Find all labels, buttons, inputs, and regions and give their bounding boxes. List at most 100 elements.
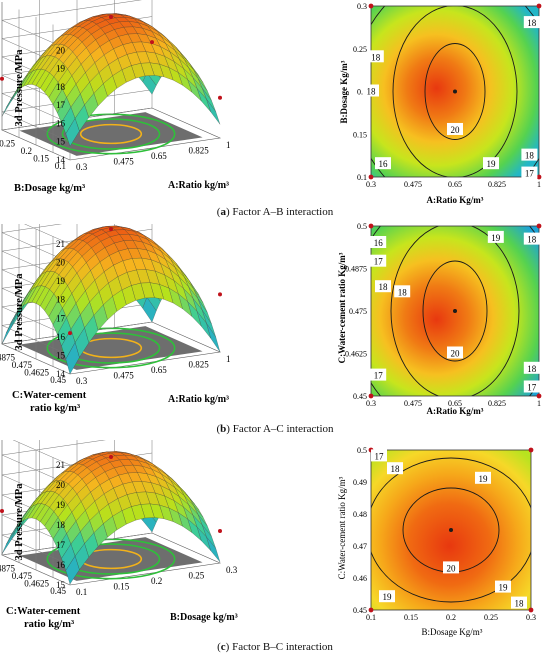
chart-ac-surface: 14151617181920210.30.4750.650.82510.50.4… [0, 224, 231, 414]
x-tick-label: 0.65 [151, 151, 167, 161]
design-point [0, 509, 4, 513]
z-tick-label: 18 [56, 295, 66, 305]
x-tick-label: 0.3 [226, 565, 238, 575]
floor-contour-fill [19, 326, 203, 370]
contour-label-bg [523, 16, 540, 29]
x-axis-label: B:Dosage Kg/m³ [422, 627, 483, 637]
z-tick-label: 19 [56, 276, 66, 286]
y-tick-label: 0.49 [353, 478, 367, 487]
y-tick-label: 0.25 [353, 45, 367, 54]
y-axis-label-line1: C:Water-cement [6, 606, 81, 617]
x-axis-label: B:Dosage kg/m³ [170, 612, 238, 623]
contour-label: 18 [515, 599, 525, 609]
contour-label: 17 [527, 383, 537, 393]
x-tick-label: 0.475 [114, 371, 135, 381]
y-axis-label-line2: ratio kg/m³ [30, 403, 80, 414]
y-tick-label: 0.45 [353, 392, 367, 401]
z-tick-label: 18 [56, 82, 66, 92]
wall-gridline [1, 224, 63, 233]
floor-contour-ring [61, 118, 161, 150]
contour-label: 19 [487, 159, 497, 169]
design-point [368, 3, 374, 9]
design-point [536, 223, 542, 229]
contour-label: 17 [374, 257, 384, 267]
center-point [449, 528, 453, 532]
contour-label-bg [523, 380, 540, 393]
z-tick-label: 19 [56, 64, 66, 74]
y-axis-label: C:Water-cement ratio Kg/m³ [337, 476, 347, 579]
y-tick-label: 0.45 [50, 586, 66, 596]
y-tick-label: 0.15 [33, 154, 49, 164]
design-point [109, 455, 113, 459]
y-tick-label: 0.4875 [0, 564, 16, 574]
floor-contour-ring [46, 113, 176, 155]
x-tick-label: 0.825 [189, 146, 210, 156]
contour-label-bg [523, 232, 540, 245]
design-point [368, 607, 374, 613]
z-tick-label: 17 [56, 100, 66, 110]
plot-frame [370, 225, 540, 397]
x-tick-label: 0.825 [189, 360, 210, 370]
contour-label-bg [521, 166, 538, 179]
contour-label: 17 [525, 169, 535, 179]
chart-bc-surface: 151617181920210.10.150.20.250.30.50.4875… [0, 440, 238, 630]
contour-label: 19 [383, 592, 393, 602]
contour-label-bg [394, 285, 411, 298]
design-point [368, 223, 374, 229]
x-tick-label: 0.65 [448, 399, 462, 408]
contour-label: 20 [447, 563, 457, 573]
floor-contour-ring [79, 123, 143, 145]
y-tick-label: 0.47 [353, 542, 367, 551]
chart-bc-contour: 0.1 0.15 0.2 0.25 0.3 0.45 0.46 0.47 0.48 0.49 0.5… [337, 446, 536, 637]
y-tick-label: 0.45 [353, 606, 367, 615]
z-axis-label: 3d Pressure/MPa [14, 273, 25, 351]
design-point [368, 174, 374, 180]
plot-frame [370, 449, 532, 611]
x-tick-label: 1 [537, 180, 541, 189]
z-tick-label: 17 [56, 313, 66, 323]
y-tick-label: 0.5 [357, 222, 367, 231]
y-tick-label: 0.5 [357, 446, 367, 455]
y-tick-label: 0.4625 [24, 368, 49, 378]
y-axis-label-line2: ratio kg/m³ [24, 619, 74, 630]
y-tick-label: 0.475 [12, 360, 33, 370]
contour-lines [371, 6, 539, 177]
y-tick-label: 0.4625 [24, 579, 49, 589]
z-tick-label: 21 [56, 460, 65, 470]
design-point [368, 393, 374, 399]
contour-label-bg [367, 50, 384, 63]
contour-label: 18 [398, 287, 408, 297]
design-point [0, 76, 4, 81]
x-tick-label: 0.1 [366, 613, 376, 622]
contour-label-bg [521, 148, 538, 161]
contour-line [392, 6, 518, 177]
design-point [218, 95, 222, 100]
x-tick-label: 0.2 [151, 576, 162, 586]
surface-patch [65, 342, 80, 375]
contour-label-bg [443, 561, 459, 574]
contour-label: 17 [374, 371, 384, 381]
y-tick-label: 0.48 [353, 510, 367, 519]
x-tick-label: 0.25 [484, 613, 498, 622]
z-tick-label: 20 [56, 258, 66, 268]
y-tick-label: 0.475 [12, 571, 33, 581]
contour-label-bg [375, 157, 391, 170]
surface-mesh [0, 13, 222, 147]
caption-b: (b) Factor A–C interaction [216, 423, 334, 435]
contour-label: 18 [391, 464, 401, 474]
design-point [109, 14, 113, 19]
chart-ac-contour: 0.3 0.475 0.65 0.825 1 0.45 0.4625 0.475 0.4875 0… [337, 222, 542, 416]
floor-contour-ring [46, 538, 176, 580]
contour-label: 18 [527, 364, 537, 374]
contour-line [371, 457, 531, 603]
contour-label-bg [363, 84, 379, 97]
contour-label: 18 [367, 87, 377, 97]
y-axis-label: C:Water-cement ratio kg/m³ [6, 606, 83, 630]
x-tick-label: 0.65 [448, 180, 462, 189]
design-point [528, 447, 534, 453]
floor-contour-fill [19, 112, 203, 156]
z-tick-label: 15 [56, 350, 66, 360]
contour-label: 19 [491, 233, 501, 243]
z-tick-label: 19 [56, 500, 66, 510]
contour-label: 18 [379, 282, 389, 292]
